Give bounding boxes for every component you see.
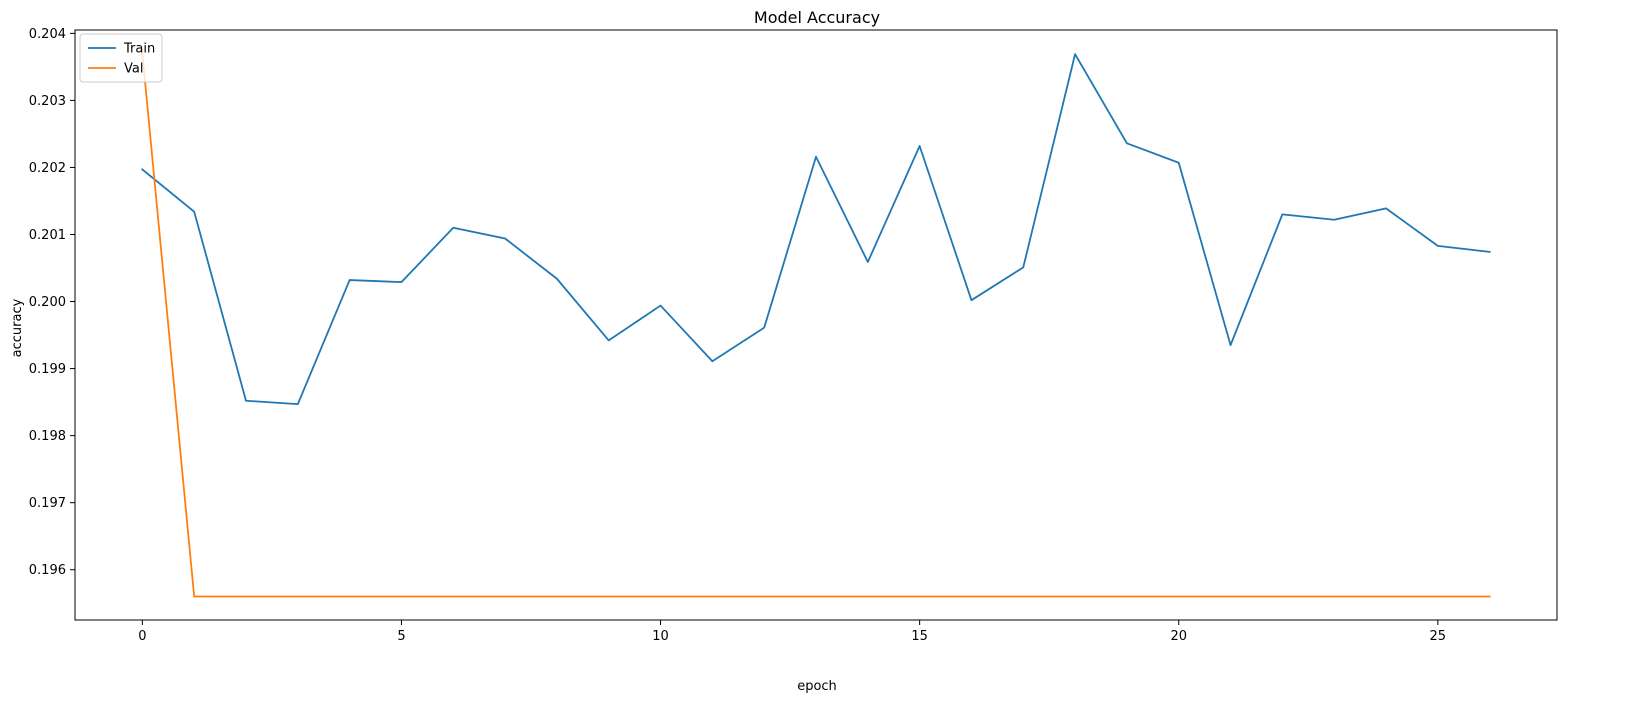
x-tick-label: 20: [1170, 629, 1187, 644]
y-tick-label: 0.198: [29, 429, 66, 444]
legend: Train Val: [79, 33, 163, 83]
x-tick-label: 25: [1430, 629, 1447, 644]
legend-label-val: Val: [124, 62, 143, 77]
y-tick-label: 0.204: [29, 27, 66, 42]
series-line-train: [141, 53, 1491, 406]
y-tick-label: 0.199: [29, 362, 66, 377]
y-tick-label: 0.196: [29, 563, 66, 578]
y-tick-label: 0.197: [29, 496, 66, 511]
y-tick-label: 0.202: [29, 161, 66, 176]
y-tick-label: 0.201: [29, 228, 66, 243]
y-axis-label: accuracy: [10, 298, 25, 357]
y-tick-label: 0.203: [29, 94, 66, 109]
x-axis-label: epoch: [797, 679, 837, 694]
plot-frame: [74, 29, 1558, 621]
x-axis: 0 5 10 15 20 25: [138, 620, 1446, 644]
x-tick-label: 15: [911, 629, 928, 644]
y-axis: 0.196 0.197 0.198 0.199 0.200 0.201 0.202 0.203…: [29, 27, 75, 578]
legend-label-train: Train: [123, 42, 155, 57]
series-line-val: [141, 52, 1491, 598]
x-tick-label: 0: [138, 629, 146, 644]
legend-box: [79, 33, 163, 83]
x-tick-label: 10: [652, 629, 669, 644]
series-lines: [141, 52, 1491, 598]
x-tick-label: 5: [397, 629, 405, 644]
chart-title: Model Accuracy: [754, 8, 880, 27]
y-tick-label: 0.200: [29, 295, 66, 310]
